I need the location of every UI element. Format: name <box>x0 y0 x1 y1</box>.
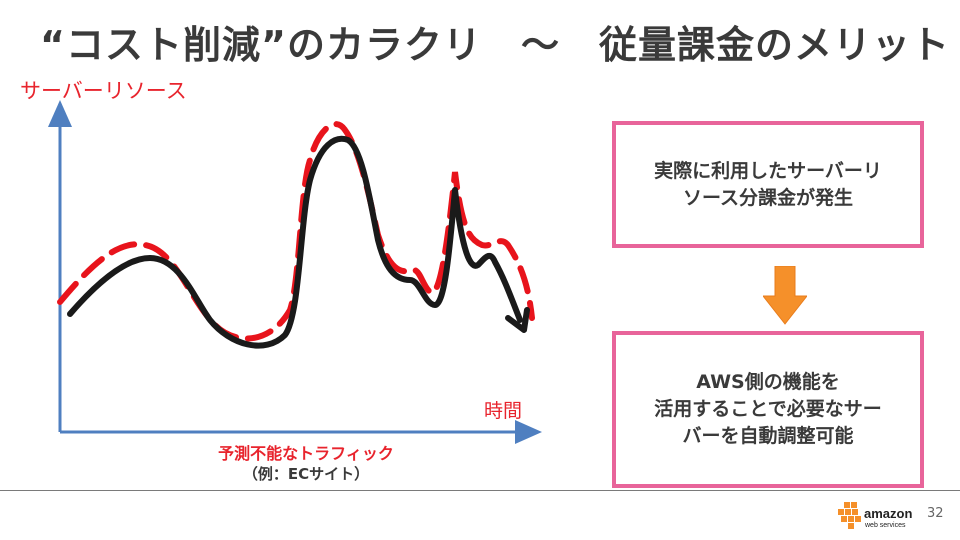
traffic-example-caption: （例：ECサイト） <box>242 465 370 483</box>
autoscale-callout-line: 活用することで必要なサー <box>654 398 882 420</box>
down-arrow-icon <box>763 266 807 325</box>
logo-sub: web services <box>864 522 906 529</box>
billing-callout-line: 実際に利用したサーバーリ <box>654 159 882 182</box>
slide-title: “コスト削減”のカラクリ ～ 従量課金のメリット <box>40 23 950 67</box>
logo-word: amazon <box>864 506 912 521</box>
footer-divider <box>0 490 960 491</box>
actual-usage-curve <box>67 135 523 349</box>
traffic-caption: 予測不能なトラフィック <box>218 444 394 463</box>
y-axis-label: サーバーリソース <box>20 79 187 103</box>
billing-callout-box: 実際に利用したサーバーリ ソース分課金が発生 <box>612 121 924 248</box>
page-number: 32 <box>927 506 944 521</box>
usage-arrowhead <box>505 307 530 333</box>
autoscale-callout-line: AWS側の機能を <box>696 371 840 393</box>
x-axis-label: 時間 <box>484 400 523 422</box>
billing-callout-line: ソース分課金が発生 <box>682 186 854 209</box>
autoscale-callout-box: AWS側の機能を 活用することで必要なサー バーを自動調整可能 <box>612 331 924 488</box>
aws-logo: amazon web services <box>838 502 912 529</box>
autoscale-callout-line: バーを自動調整可能 <box>682 425 854 447</box>
